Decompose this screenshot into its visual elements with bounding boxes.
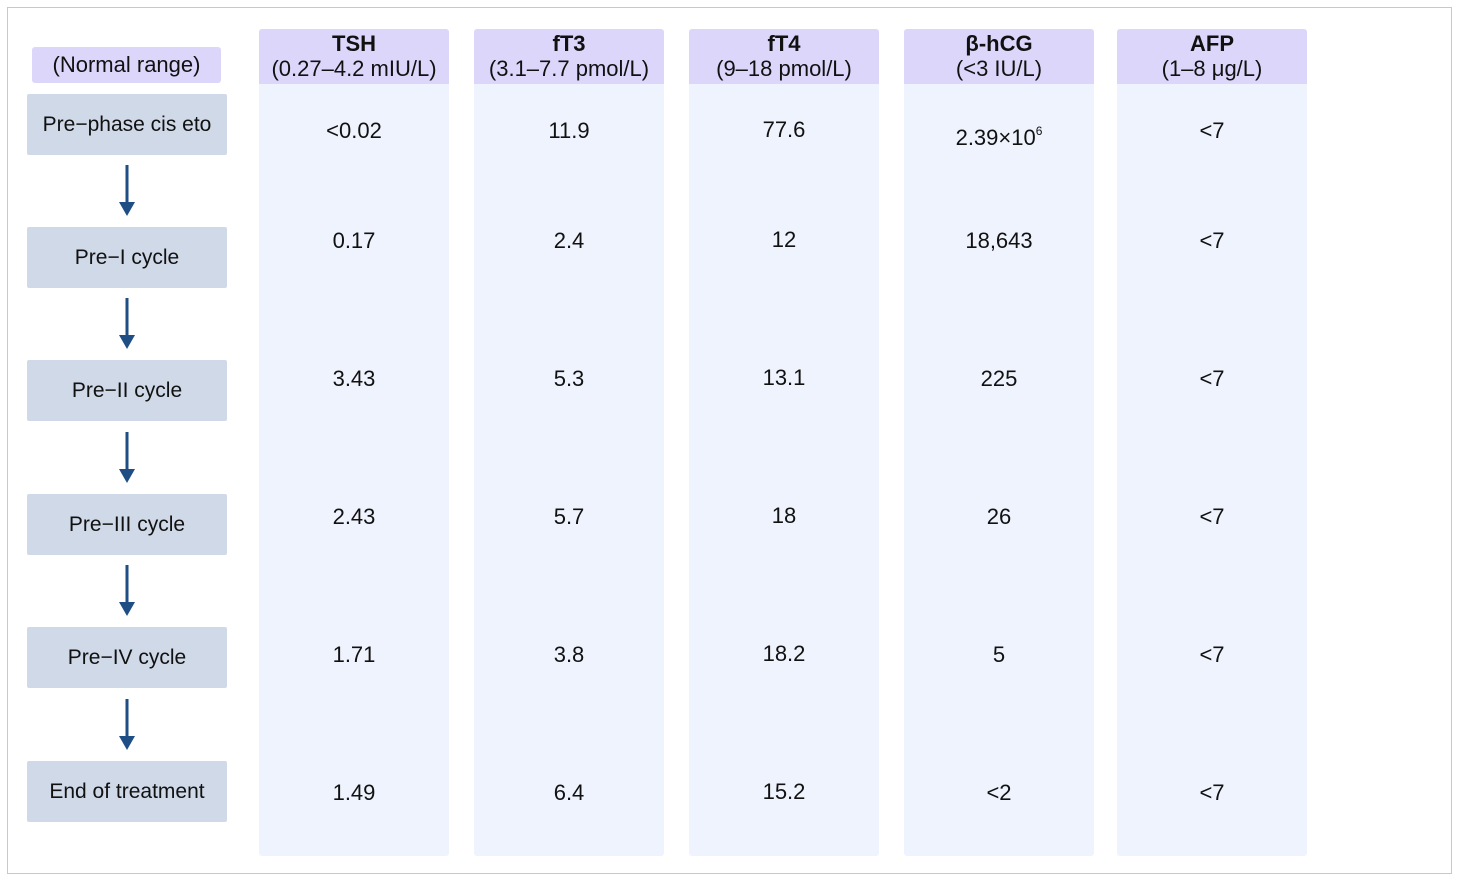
- column-header: β-hCG (<3 IU/L): [904, 29, 1094, 84]
- value-cell: 2.43: [332, 504, 376, 529]
- step-pre-iii-cycle: Pre−III cycle: [27, 494, 227, 555]
- value-cell: 5.3: [553, 366, 585, 391]
- value-cell: 0.17: [332, 228, 376, 253]
- step-pre-ii-cycle: Pre−II cycle: [27, 360, 227, 421]
- value-cell: 11.9: [548, 118, 590, 143]
- arrow-down-icon: [119, 565, 135, 616]
- column-header: TSH (0.27–4.2 mIU/L): [259, 29, 449, 84]
- column-name: β-hCG: [965, 31, 1033, 56]
- figure-frame: [7, 7, 1452, 874]
- value-cell: 2.39×106: [904, 118, 1094, 151]
- value-cell: 225: [980, 366, 1018, 391]
- value-cell: <0.02: [326, 118, 382, 143]
- step-end-of-treatment: End of treatment: [27, 761, 227, 822]
- column-name: fT3: [552, 31, 586, 56]
- value-cell: <7: [1199, 366, 1225, 391]
- arrow-down-icon: [119, 165, 135, 216]
- column-range: (9–18 pmol/L): [716, 56, 852, 81]
- arrow-down-icon: [119, 699, 135, 750]
- column-header: AFP (1–8 μg/L): [1117, 29, 1307, 84]
- value-cell: 15.2: [762, 779, 806, 804]
- value-cell: 77.6: [762, 117, 806, 142]
- value-base: 2.39×10: [955, 125, 1036, 150]
- value-cell: 26: [986, 504, 1012, 529]
- value-cell: 3.43: [332, 366, 376, 391]
- value-cell: <7: [1199, 118, 1225, 143]
- column-ft4: fT4 (9–18 pmol/L) 77.6 12 13.1 18 18.2 1…: [689, 29, 879, 856]
- value-cell: 2.4: [553, 228, 585, 253]
- value-cell: <7: [1199, 504, 1225, 529]
- column-tsh: TSH (0.27–4.2 mIU/L) <0.02 0.17 3.43 2.4…: [259, 29, 449, 856]
- value-cell: 18,643: [965, 228, 1033, 253]
- step-pre-iv-cycle: Pre−IV cycle: [27, 627, 227, 688]
- column-range: (<3 IU/L): [955, 56, 1043, 81]
- column-range: (1–8 μg/L): [1161, 56, 1263, 81]
- value-cell: 18: [771, 503, 797, 528]
- value-cell: <7: [1199, 780, 1225, 805]
- column-name: TSH: [332, 31, 376, 56]
- value-cell: <2: [986, 780, 1012, 805]
- value-cell: 1.49: [332, 780, 376, 805]
- column-header: fT4 (9–18 pmol/L): [689, 29, 879, 84]
- value-cell: 3.8: [553, 642, 585, 667]
- column-ft3: fT3 (3.1–7.7 pmol/L) 11.9 2.4 5.3 5.7 3.…: [474, 29, 664, 856]
- value-cell: 18.2: [762, 641, 806, 666]
- value-cell: <7: [1199, 228, 1225, 253]
- value-cell: 12: [771, 227, 797, 252]
- value-cell: 13.1: [762, 365, 806, 390]
- value-cell: 5.7: [553, 504, 585, 529]
- step-pre-phase: Pre−phase cis eto: [27, 94, 227, 155]
- value-exponent: 6: [1035, 124, 1043, 138]
- value-cell: 6.4: [553, 780, 585, 805]
- arrow-down-icon: [119, 432, 135, 483]
- value-cell: <7: [1199, 642, 1225, 667]
- column-name: fT4: [767, 31, 801, 56]
- value-cell: 5: [992, 642, 1006, 667]
- normal-range-label: (Normal range): [32, 47, 221, 83]
- column-name: AFP: [1190, 31, 1234, 56]
- column-range: (3.1–7.7 pmol/L): [488, 56, 650, 81]
- column-range: (0.27–4.2 mIU/L): [271, 56, 437, 81]
- column-afp: AFP (1–8 μg/L) <7 <7 <7 <7 <7 <7: [1117, 29, 1307, 856]
- column-beta-hcg: β-hCG (<3 IU/L) 2.39×106 18,643 225 26 5…: [904, 29, 1094, 856]
- column-header: fT3 (3.1–7.7 pmol/L): [474, 29, 664, 84]
- step-pre-i-cycle: Pre−I cycle: [27, 227, 227, 288]
- arrow-down-icon: [119, 298, 135, 349]
- value-cell: 1.71: [332, 642, 376, 667]
